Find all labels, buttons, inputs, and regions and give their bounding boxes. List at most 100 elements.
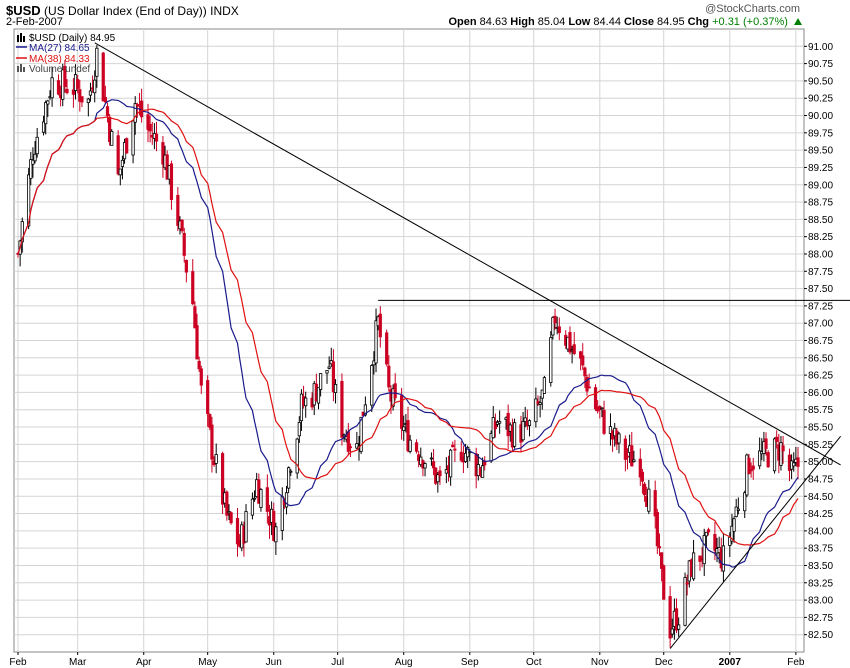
y-tick-label: 87.00 xyxy=(808,319,833,330)
x-tick-label: Dec xyxy=(655,657,673,668)
candle-body xyxy=(657,546,662,549)
support-trendline xyxy=(669,435,842,649)
candle-body xyxy=(65,88,69,94)
high-label: High xyxy=(510,16,535,28)
candle-body xyxy=(327,366,331,369)
candle-body xyxy=(542,377,546,394)
candle-body xyxy=(378,313,382,338)
candle-body xyxy=(176,194,180,226)
y-tick-label: 88.25 xyxy=(808,232,833,243)
candle-body xyxy=(792,462,796,467)
bars-icon xyxy=(17,35,19,42)
candle-body xyxy=(493,421,497,430)
close-value: 84.95 xyxy=(657,16,685,28)
candle-body xyxy=(732,518,736,532)
candle-body xyxy=(333,384,338,393)
candle-body xyxy=(20,221,24,243)
x-tick-label: 2007 xyxy=(719,657,742,668)
candle-body xyxy=(297,422,301,437)
y-tick-label: 86.50 xyxy=(808,353,833,364)
candle-body xyxy=(662,565,666,600)
candle-body xyxy=(116,135,120,175)
candle-body xyxy=(359,416,363,452)
candle-body xyxy=(76,79,80,89)
candle-body xyxy=(214,454,218,464)
candle-body xyxy=(668,596,672,639)
y-tick-label: 89.25 xyxy=(808,163,833,174)
candle-body xyxy=(289,470,293,473)
candle-body xyxy=(632,459,636,463)
candle-body xyxy=(193,306,197,329)
candle-body xyxy=(449,449,453,478)
candle-body xyxy=(340,380,344,438)
candle-body xyxy=(29,159,33,179)
candle-body xyxy=(316,387,321,404)
candle-body xyxy=(685,582,689,585)
candle-body xyxy=(553,315,557,324)
candle-body xyxy=(197,360,201,370)
candle-body xyxy=(480,465,485,478)
candle-body xyxy=(713,534,717,551)
y-tick-label: 83.75 xyxy=(808,544,833,555)
low-value: 84.44 xyxy=(593,16,621,28)
candle-body xyxy=(319,373,323,390)
candle-body xyxy=(46,100,50,105)
candle-body xyxy=(674,608,679,631)
candle-body xyxy=(140,100,144,118)
candle-body xyxy=(325,370,329,374)
candle-body xyxy=(438,470,442,477)
chart-title: $USD (US Dollar Index (End of Day)) INDX xyxy=(6,3,239,18)
candle-body xyxy=(199,368,203,386)
candle-body xyxy=(655,511,659,547)
candle-body xyxy=(551,317,555,336)
candle-body xyxy=(730,525,734,542)
x-tick-label: Aug xyxy=(395,657,413,668)
y-tick-label: 87.25 xyxy=(808,301,833,312)
x-axis-ticks: Feb Mar Apr May Jun Jul Aug Sep Oct Nov Dec 2007 Feb xyxy=(9,652,805,668)
candle-body xyxy=(95,47,99,77)
candle-body xyxy=(355,443,359,449)
candle-body xyxy=(93,79,97,94)
y-tick-label: 82.50 xyxy=(808,630,833,641)
candle-body xyxy=(208,414,212,428)
candle-body xyxy=(284,492,289,508)
candle-body xyxy=(463,452,468,462)
candle-body xyxy=(623,438,627,460)
candle-body xyxy=(33,153,37,162)
candle-body xyxy=(80,96,84,103)
y-tick-label: 86.75 xyxy=(808,336,833,347)
candle-body xyxy=(295,438,299,474)
x-tick-label: Nov xyxy=(591,657,609,668)
x-tick-label: Jul xyxy=(331,657,344,668)
candle-body xyxy=(184,259,188,273)
candle-body xyxy=(225,491,229,516)
y-tick-label: 82.75 xyxy=(808,613,833,624)
y-tick-label: 88.00 xyxy=(808,249,833,260)
candle-body xyxy=(210,424,214,460)
candle-body xyxy=(527,420,532,426)
candle-body xyxy=(56,80,61,95)
candle-body xyxy=(779,442,783,466)
candle-body xyxy=(250,498,255,516)
x-tick-label: Apr xyxy=(136,657,152,668)
candle-body xyxy=(363,404,367,416)
x-tick-label: May xyxy=(198,657,217,668)
candle-body xyxy=(506,412,510,437)
open-value: 84.63 xyxy=(479,16,508,28)
candle-body xyxy=(50,77,54,99)
candle-body xyxy=(88,90,93,96)
candle-body xyxy=(583,367,587,377)
candle-body xyxy=(182,233,186,256)
candle-body xyxy=(206,380,210,414)
y-tick-label: 89.50 xyxy=(808,146,833,157)
candle-body xyxy=(498,421,502,424)
instrument-name: (US Dollar Index (End of Day)) xyxy=(44,4,207,18)
low-label: Low xyxy=(568,16,591,28)
candle-body xyxy=(523,417,527,422)
candle-body xyxy=(512,422,517,447)
x-tick-label: Sep xyxy=(461,657,479,668)
candle-body xyxy=(691,552,696,580)
candle-body xyxy=(259,489,263,508)
stockcharts-credit[interactable]: @StockCharts.com xyxy=(705,3,800,15)
